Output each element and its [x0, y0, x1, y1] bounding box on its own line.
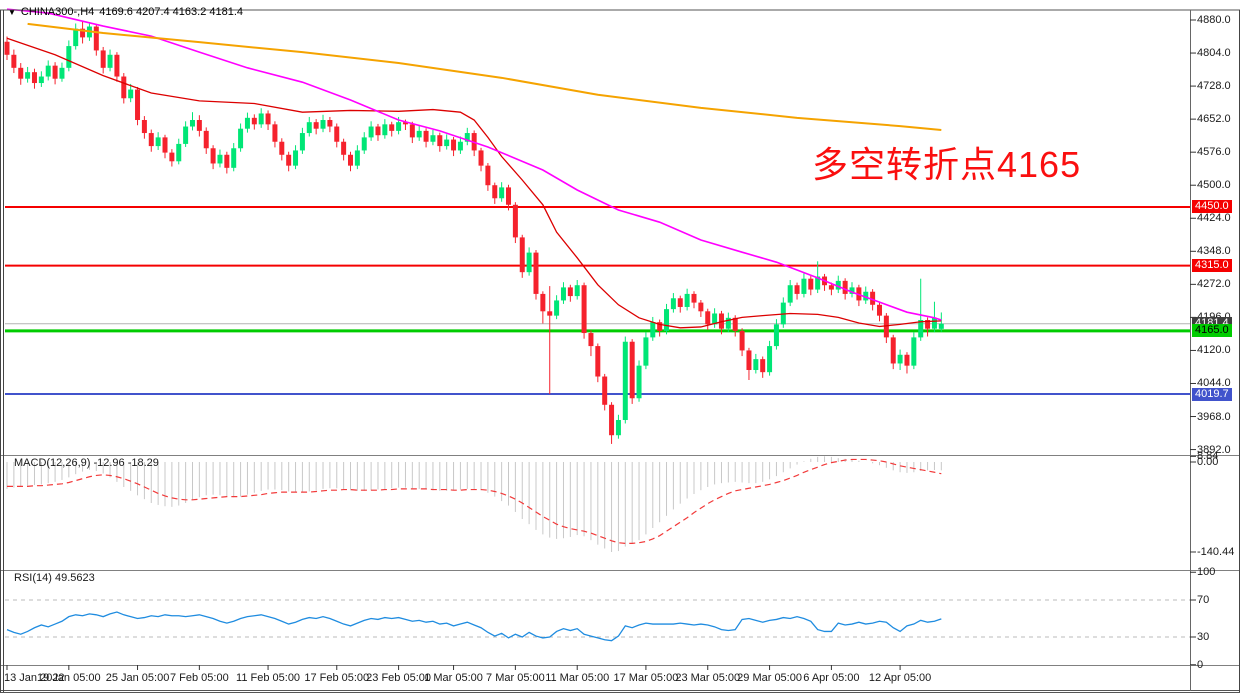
macd-tick-label: 8.84 [1197, 450, 1219, 463]
rsi-tick-label: 30 [1197, 631, 1210, 643]
text-annotation[interactable]: 多空转折点4165 [812, 144, 1082, 185]
time-tick-label: 7 Mar 05:00 [486, 672, 545, 684]
time-tick-label: 7 Feb 05:00 [170, 672, 229, 684]
macd-indicator-label: MACD(12,26,9) -12.96 -18.29 [14, 457, 159, 469]
price-tick-label: 3968.0 [1197, 410, 1231, 423]
time-tick-label: 29 Mar 05:00 [737, 672, 802, 684]
time-tick-label: 11 Mar 05:00 [545, 672, 610, 684]
price-badge: 4165.0 [1192, 324, 1232, 338]
price-badge: 4315.0 [1192, 259, 1232, 273]
rsi-indicator-label: RSI(14) 49.5623 [14, 572, 95, 584]
chart-title: ▼ CHINA300-,H4 4169.6 4207.4 4163.2 4181… [8, 6, 243, 18]
price-tick-label: 4576.0 [1197, 146, 1231, 159]
price-tick-label: 4272.0 [1197, 278, 1231, 291]
time-tick-label: 6 Apr 05:00 [803, 672, 860, 684]
macd-tick-label: -140.44 [1197, 545, 1235, 558]
price-tick-label: 4120.0 [1197, 344, 1231, 357]
time-tick-label: 25 Jan 05:00 [105, 672, 170, 684]
rsi-tick-label: 100 [1197, 566, 1216, 579]
price-tick-label: 4348.0 [1197, 245, 1231, 258]
time-tick-label: 1 Mar 05:00 [424, 672, 483, 684]
macd-tick-label: 0.00 [1197, 456, 1219, 468]
time-tick-label: 23 Mar 05:00 [675, 672, 741, 684]
price-tick-label: 4728.0 [1197, 80, 1231, 93]
time-tick-label: 19 Jan 05:00 [37, 672, 101, 684]
time-tick-label: 17 Mar 05:00 [613, 672, 679, 684]
price-badge: 4019.7 [1192, 387, 1232, 401]
price-tick-label: 4804.0 [1197, 47, 1231, 60]
ohlc-values-label: 4169.6 4207.4 4163.2 4181.4 [99, 6, 244, 18]
price-tick-label: 4652.0 [1197, 113, 1231, 126]
time-tick-label: 13 Jan 2022 [4, 672, 65, 684]
rsi-tick-label: 0 [1197, 658, 1204, 671]
symbol-period-label: CHINA300-,H4 [20, 6, 95, 18]
price-tick-label: 4044.0 [1197, 377, 1231, 390]
time-tick-label: 17 Feb 05:00 [304, 672, 370, 684]
price-badge: 4450.0 [1192, 200, 1232, 214]
price-tick-label: 3892.0 [1197, 443, 1231, 456]
collapse-indicator-icon[interactable]: ▼ [8, 7, 16, 17]
time-tick-label: 23 Feb 05:00 [366, 672, 431, 684]
rsi-tick-label: 70 [1197, 594, 1210, 606]
time-tick-label: 11 Feb 05:00 [236, 672, 301, 684]
price-tick-label: 4500.0 [1197, 179, 1231, 192]
time-tick-label: 12 Apr 05:00 [868, 672, 932, 684]
price-tick-label: 4424.0 [1197, 212, 1231, 225]
price-tick-label: 4880.0 [1197, 14, 1231, 26]
